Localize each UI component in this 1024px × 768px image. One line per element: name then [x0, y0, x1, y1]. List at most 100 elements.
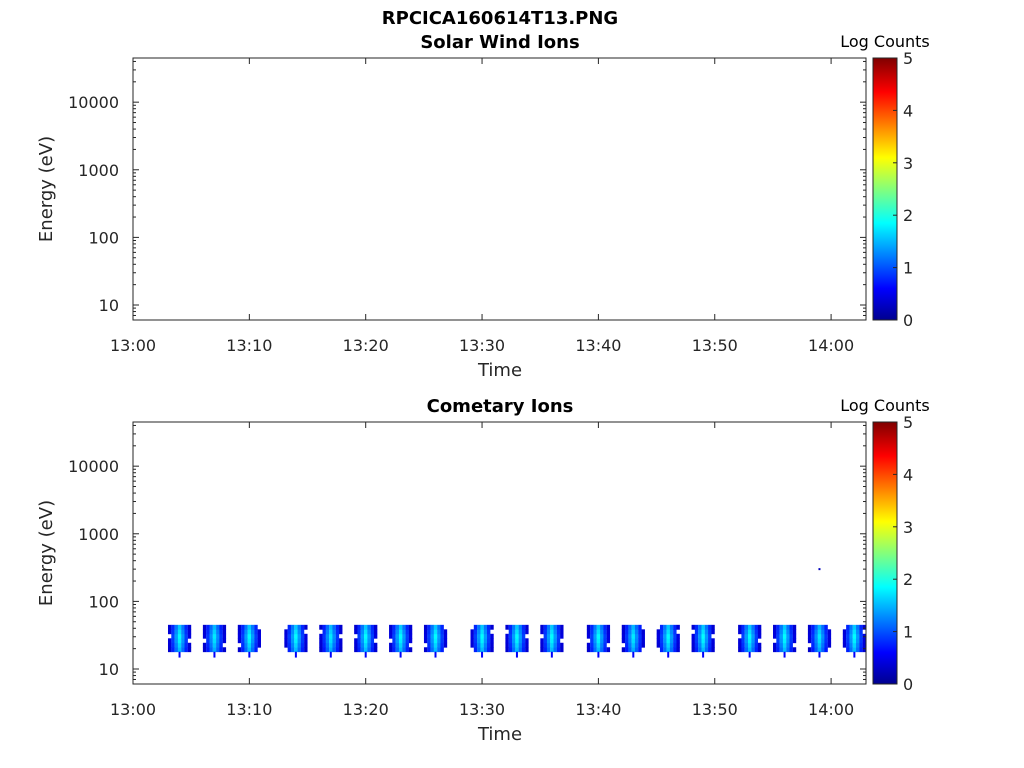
- heatmap-cell: [673, 624, 677, 630]
- heatmap-cell: [550, 651, 553, 658]
- heatmap-cell: [698, 647, 702, 653]
- heatmap-cell: [811, 633, 815, 639]
- heatmap-cell: [673, 638, 677, 644]
- heatmap-cell: [335, 642, 340, 648]
- heatmap-cell: [621, 633, 626, 639]
- heatmap-cell: [329, 638, 333, 644]
- heatmap-cell: [209, 638, 213, 644]
- heatmap-cell: [811, 629, 815, 635]
- heatmap-cell: [694, 638, 699, 644]
- heatmap-cell: [521, 624, 526, 630]
- heatmap-cell: [814, 638, 818, 644]
- heatmap-cell: [294, 629, 298, 635]
- heatmap-cell: [237, 638, 242, 644]
- heatmap-cell: [354, 629, 358, 635]
- heatmap-cell: [360, 629, 365, 635]
- heatmap-cell: [631, 638, 636, 644]
- heatmap-cell: [398, 629, 403, 635]
- heatmap-cell: [634, 629, 639, 635]
- heatmap-cell: [817, 624, 822, 630]
- heatmap-cell: [702, 651, 705, 658]
- heatmap-cell: [222, 647, 227, 653]
- heatmap-cell: [846, 642, 850, 648]
- heatmap-cell: [518, 624, 522, 630]
- heatmap-cell: [370, 638, 375, 644]
- heatmap-cell: [546, 629, 551, 635]
- heatmap-cell: [628, 647, 632, 653]
- heatmap-cell: [167, 638, 172, 644]
- heatmap-cell: [219, 633, 223, 639]
- heatmap-cell: [329, 647, 333, 653]
- heatmap-cell: [827, 629, 832, 635]
- heatmap-cell: [751, 638, 755, 644]
- heatmap-cell: [395, 633, 400, 639]
- heatmap-cell: [556, 624, 561, 630]
- heatmap-cell: [849, 642, 853, 648]
- heatmap-cell: [556, 642, 561, 648]
- heatmap-cell: [219, 624, 223, 630]
- heatmap-cell: [663, 647, 667, 653]
- heatmap-cell: [405, 647, 409, 653]
- heatmap-cell: [741, 642, 745, 648]
- heatmap-cell: [360, 647, 365, 653]
- heatmap-cell: [216, 642, 220, 648]
- heatmap-cell: [237, 624, 242, 630]
- heatmap-cell: [590, 642, 594, 648]
- y-axis: 10 100 1000 10000: [68, 60, 866, 321]
- heatmap-cell: [440, 633, 444, 639]
- heatmap-cell: [213, 651, 216, 658]
- heatmap-cell: [821, 633, 825, 639]
- heatmap-cell: [322, 624, 326, 630]
- panel-cometary: Cometary Ions 13:00 13:10 13:20 13:30 13:40 1…: [36, 396, 930, 745]
- heatmap-cell: [821, 647, 825, 653]
- heatmap-cell: [590, 624, 594, 630]
- heatmap-cell: [473, 642, 478, 648]
- heatmap-cell: [846, 638, 850, 644]
- heatmap-cell: [641, 633, 645, 639]
- heatmap-cell: [487, 629, 491, 635]
- heatmap-cell: [297, 633, 301, 639]
- heatmap-cell: [209, 629, 213, 635]
- heatmap-cell: [247, 642, 252, 648]
- heatmap-cell: [206, 638, 210, 644]
- heatmap-cell: [701, 647, 705, 653]
- heatmap-cell: [600, 629, 604, 635]
- heatmap-cell: [708, 642, 712, 648]
- heatmap-cell: [300, 642, 305, 648]
- heatmap-cell: [853, 651, 856, 658]
- heatmap-cell: [473, 629, 478, 635]
- heatmap-cell: [440, 642, 444, 648]
- heatmap-cell: [669, 642, 674, 648]
- heatmap-cell: [237, 633, 242, 639]
- heatmap-cell: [621, 624, 626, 630]
- heatmap-cell: [244, 638, 248, 644]
- heatmap-cell: [505, 647, 509, 653]
- heatmap-cell: [824, 629, 828, 635]
- heatmap-cell: [370, 633, 375, 639]
- heatmap-cell: [590, 629, 594, 635]
- heatmap-cell: [373, 629, 378, 635]
- heatmap-cell: [212, 629, 217, 635]
- x-tick-label: 14:00: [808, 700, 854, 719]
- x-axis-label: Time: [477, 724, 522, 745]
- y-tick-label: 10: [99, 296, 119, 315]
- heatmap-cell: [852, 624, 857, 630]
- heatmap-cell: [824, 633, 828, 639]
- heatmap-cell: [244, 633, 248, 639]
- heatmap-cell: [364, 638, 368, 644]
- heatmap-cell: [792, 633, 797, 639]
- heatmap-cell: [174, 647, 178, 653]
- heatmap-cell: [206, 647, 210, 653]
- heatmap-cell: [490, 624, 494, 630]
- colorbar-tick-label: 3: [903, 518, 913, 537]
- x-tick-label: 13:40: [575, 700, 621, 719]
- heatmap-cell: [247, 647, 252, 653]
- heatmap-cell: [427, 629, 431, 635]
- heatmap-cell: [440, 647, 444, 653]
- heatmap-cell: [842, 642, 847, 648]
- heatmap-cell: [673, 633, 677, 639]
- heatmap-cell: [553, 642, 557, 648]
- heatmap-cell: [329, 633, 333, 639]
- heatmap-cell: [741, 638, 745, 644]
- heatmap-cell: [666, 638, 670, 644]
